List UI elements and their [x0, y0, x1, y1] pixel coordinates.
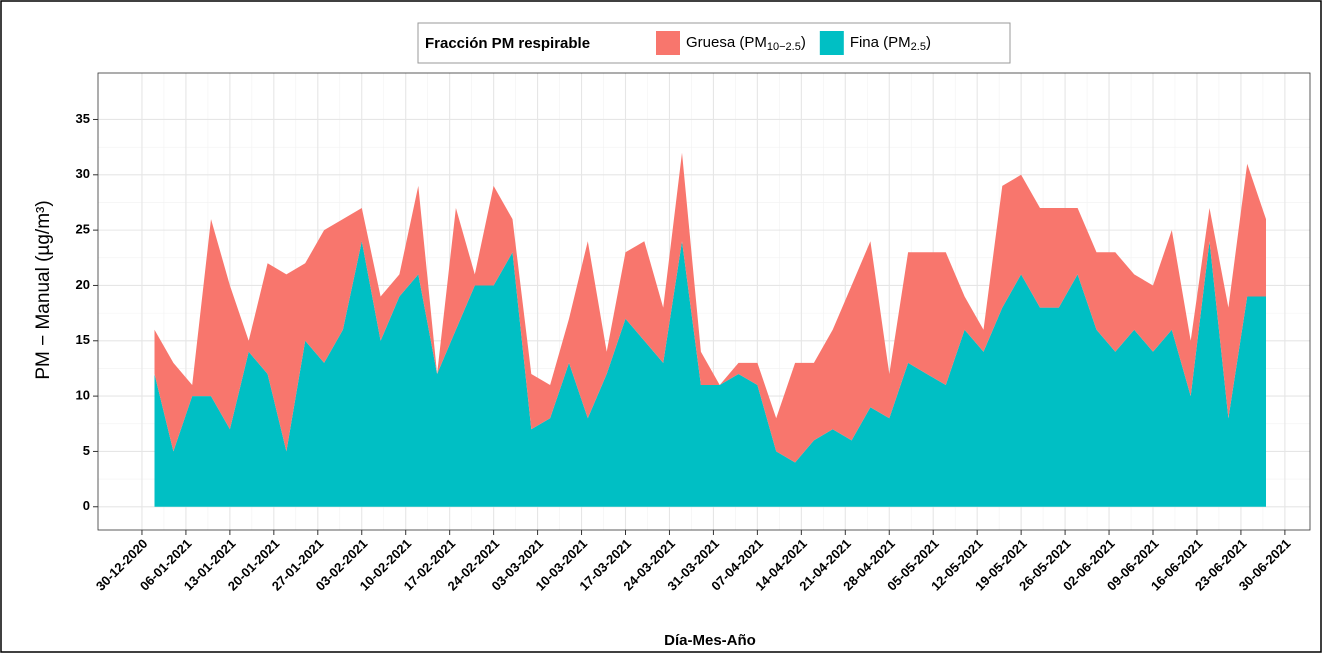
legend-swatch [819, 31, 844, 55]
legend-box [417, 22, 1011, 64]
y-axis-label: PM − Manual (µg/m³) [33, 200, 54, 379]
y-tick-label: 10 [76, 388, 90, 403]
y-tick-label: 5 [83, 443, 90, 458]
y-tick-label: 35 [76, 111, 90, 126]
y-tick-label: 15 [76, 332, 90, 347]
y-tick-label: 0 [83, 498, 90, 513]
legend-swatch [656, 31, 680, 55]
panel-border [97, 72, 1311, 531]
legend-title: Fracción PM respirable [425, 35, 590, 52]
y-tick-label: 30 [76, 166, 90, 181]
legend-label: Fina (PM2.5) [850, 34, 931, 53]
y-tick-label: 25 [76, 222, 90, 237]
area [154, 152, 1266, 463]
legend-label: Gruesa (PM10−2.5) [686, 34, 806, 53]
legend: Fracción PM respirable Gruesa (PM10−2.5)… [417, 22, 1011, 64]
y-tick-label: 20 [76, 277, 90, 292]
area [154, 241, 1266, 507]
x-axis-label: Día-Mes-Año [664, 632, 756, 649]
